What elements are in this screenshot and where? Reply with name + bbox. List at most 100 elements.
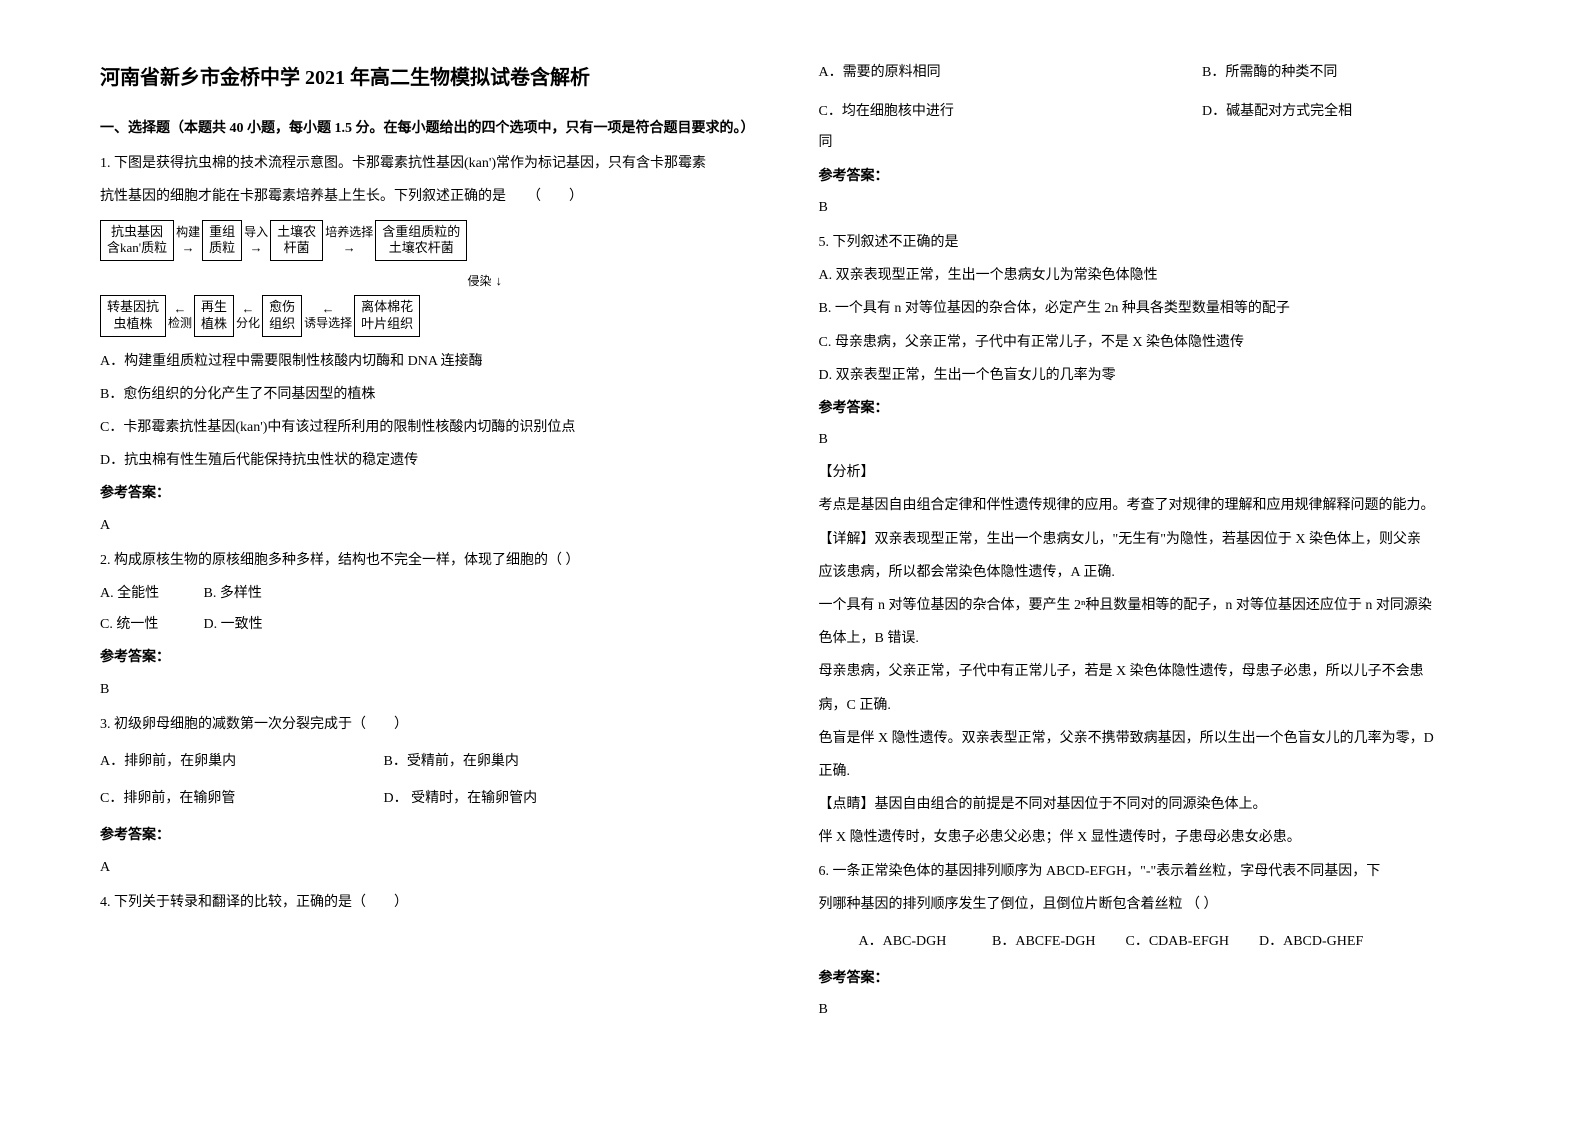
flow-text: 抗虫基因 含kan'质粒 <box>107 224 167 256</box>
flow-row-2: 转基因抗 虫植株 ←检测 再生 植株 ←分化 愈伤 组织 ←诱导选择 离体棉花 … <box>100 295 520 337</box>
q2-option-a: A. 全能性 <box>100 581 200 606</box>
arrow-label: 诱导选择 <box>304 316 352 330</box>
q2-options-row2: C. 统一性 D. 一致性 <box>100 612 769 637</box>
q4-answer: B <box>819 195 1488 220</box>
flow-box: 抗虫基因 含kan'质粒 <box>100 220 174 262</box>
arrow-label: 构建 <box>176 225 200 239</box>
q5-option-d: D. 双亲表型正常，生出一个色盲女儿的几率为零 <box>819 363 1488 388</box>
document-title: 河南省新乡市金桥中学 2021 年高二生物模拟试卷含解析 <box>100 60 769 96</box>
q3-option-c: C．排卵前，在输卵管 <box>100 786 380 811</box>
flow-text: 再生 植株 <box>201 299 227 331</box>
q6-answer: B <box>819 997 1488 1022</box>
q5-answer: B <box>819 427 1488 452</box>
q5-detail-7: 色盲是伴 X 隐性遗传。双亲表型正常，父亲不携带致病基因，所以生出一个色盲女儿的… <box>819 726 1488 751</box>
q5-point-2: 伴 X 隐性遗传时，女患子必患父必患；伴 X 显性遗传时，子患母必患女必患。 <box>819 825 1488 850</box>
q6-stem-line2: 列哪种基因的排列顺序发生了倒位，且倒位片断包含着丝粒 （ ） <box>819 892 1488 917</box>
answer-label: 参考答案： <box>100 645 769 670</box>
flow-vert-arrow: 侵染↓ <box>100 269 520 293</box>
q5-detail-5: 母亲患病，父亲正常，子代中有正常儿子，若是 X 染色体隐性遗传，母患子必患，所以… <box>819 659 1488 684</box>
arrow-label: 分化 <box>236 316 260 330</box>
q3-option-b: B．受精前，在卵巢内 <box>384 754 519 769</box>
arrow-label: 检测 <box>168 316 192 330</box>
q5-option-b: B. 一个具有 n 对等位基因的杂合体，必定产生 2n 种具各类型数量相等的配子 <box>819 296 1488 321</box>
q4-options-row1: A．需要的原料相同 B．所需酶的种类不同 <box>819 60 1488 85</box>
q3-stem: 3. 初级卵母细胞的减数第一次分裂完成于（ ） <box>100 712 769 737</box>
arrow-label: 侵染 <box>467 274 491 288</box>
q5-detail-6: 病，C 正确. <box>819 693 1488 718</box>
q1-stem-line2: 抗性基因的细胞才能在卡那霉素培养基上生长。下列叙述正确的是 （ ） <box>100 184 769 209</box>
q5-detail-8: 正确. <box>819 759 1488 784</box>
flow-box: 离体棉花 叶片组织 <box>354 295 420 337</box>
q1-option-a: A．构建重组质粒过程中需要限制性核酸内切酶和 DNA 连接酶 <box>100 349 769 374</box>
arrow-label: 培养选择 <box>325 225 373 239</box>
q6-option-d: D．ABCD-GHEF <box>1259 929 1363 954</box>
q1-stem-line1: 1. 下图是获得抗虫棉的技术流程示意图。卡那霉素抗性基因(kan')常作为标记基… <box>100 151 769 176</box>
q6-options-row: A．ABC-DGH B．ABCFE-DGH C．CDAB-EFGH D．ABCD… <box>819 929 1488 954</box>
q4-option-b: B．所需酶的种类不同 <box>1202 65 1337 80</box>
q5-option-a: A. 双亲表现型正常，生出一个患病女儿为常染色体隐性 <box>819 263 1488 288</box>
q2-stem: 2. 构成原核生物的原核细胞多种多样，结构也不完全一样，体现了细胞的（ ） <box>100 548 769 573</box>
flow-box: 愈伤 组织 <box>262 295 302 337</box>
flow-box: 再生 植株 <box>194 295 234 337</box>
q3-answer: A <box>100 855 769 880</box>
section-header: 一、选择题（本题共 40 小题，每小题 1.5 分。在每小题给出的四个选项中，只… <box>100 116 769 141</box>
q6-option-a: A．ABC-DGH <box>859 929 989 954</box>
flow-box: 含重组质粒的 土壤农杆菌 <box>375 220 467 262</box>
flow-arrow: ←诱导选择 <box>302 301 354 331</box>
q4-stem: 4. 下列关于转录和翻译的比较，正确的是（ ） <box>100 890 769 915</box>
flow-arrow: ←检测 <box>166 301 194 331</box>
arrow-label: 导入 <box>244 225 268 239</box>
q4-option-d-line2: 同 <box>819 130 1488 155</box>
q1-answer: A <box>100 513 769 538</box>
q1-option-c: C．卡那霉素抗性基因(kan')中有该过程所利用的限制性核酸内切酶的识别位点 <box>100 415 769 440</box>
flow-text: 含重组质粒的 土壤农杆菌 <box>382 224 460 256</box>
q5-point-1: 【点睛】基因自由组合的前提是不同对基因位于不同对的同源染色体上。 <box>819 792 1488 817</box>
q4-option-a: A．需要的原料相同 <box>819 60 1199 85</box>
q1-option-b: B．愈伤组织的分化产生了不同基因型的植株 <box>100 382 769 407</box>
answer-label: 参考答案： <box>819 396 1488 421</box>
answer-label: 参考答案： <box>100 823 769 848</box>
q5-detail-4: 色体上，B 错误. <box>819 626 1488 651</box>
q3-option-d: D． 受精时，在输卵管内 <box>384 791 538 806</box>
q5-detail-2: 应该患病，所以都会常染色体隐性遗传，A 正确. <box>819 560 1488 585</box>
q4-option-c: C．均在细胞核中进行 <box>819 99 1199 124</box>
q5-detail-3: 一个具有 n 对等位基因的杂合体，要产生 2ⁿ种且数量相等的配子，n 对等位基因… <box>819 593 1488 618</box>
q5-option-c: C. 母亲患病，父亲正常，子代中有正常儿子，不是 X 染色体隐性遗传 <box>819 330 1488 355</box>
q4-options-row2: C．均在细胞核中进行 D．碱基配对方式完全相 <box>819 99 1488 124</box>
flow-text: 土壤农 杆菌 <box>277 224 316 256</box>
flow-arrow: ←分化 <box>234 301 262 331</box>
right-column: A．需要的原料相同 B．所需酶的种类不同 C．均在细胞核中进行 D．碱基配对方式… <box>819 60 1488 1032</box>
flow-text: 转基因抗 虫植株 <box>107 299 159 331</box>
q5-detail-1: 【详解】双亲表现型正常，生出一个患病女儿，"无生有"为隐性，若基因位于 X 染色… <box>819 527 1488 552</box>
q1-flowchart: 抗虫基因 含kan'质粒 构建→ 重组 质粒 导入→ 土壤农 杆菌 培养选择→ … <box>100 220 520 337</box>
flow-box: 重组 质粒 <box>202 220 242 262</box>
flow-arrow: 构建→ <box>174 225 202 255</box>
flow-arrow: 培养选择→ <box>323 225 375 255</box>
q6-stem-line1: 6. 一条正常染色体的基因排列顺序为 ABCD-EFGH，"-"表示着丝粒，字母… <box>819 859 1488 884</box>
q6-option-b: B．ABCFE-DGH <box>992 929 1122 954</box>
q5-stem: 5. 下列叙述不正确的是 <box>819 230 1488 255</box>
q2-option-b: B. 多样性 <box>204 581 304 606</box>
q2-options-row1: A. 全能性 B. 多样性 <box>100 581 769 606</box>
q5-analysis-label: 【分析】 <box>819 460 1488 485</box>
q2-option-c: C. 统一性 <box>100 612 200 637</box>
q3-option-a: A．排卵前，在卵巢内 <box>100 749 380 774</box>
flow-arrow: 导入→ <box>242 225 270 255</box>
q2-option-d: D. 一致性 <box>204 612 304 637</box>
answer-label: 参考答案： <box>100 481 769 506</box>
q6-option-c: C．CDAB-EFGH <box>1126 929 1256 954</box>
q4-option-d-line1: D．碱基配对方式完全相 <box>1202 104 1352 119</box>
flow-text: 愈伤 组织 <box>269 299 295 331</box>
answer-label: 参考答案： <box>819 164 1488 189</box>
flow-row-1: 抗虫基因 含kan'质粒 构建→ 重组 质粒 导入→ 土壤农 杆菌 培养选择→ … <box>100 220 520 262</box>
left-column: 河南省新乡市金桥中学 2021 年高二生物模拟试卷含解析 一、选择题（本题共 4… <box>100 60 769 1032</box>
q1-option-d: D．抗虫棉有性生殖后代能保持抗虫性状的稳定遗传 <box>100 448 769 473</box>
q3-options-row2: C．排卵前，在输卵管 D． 受精时，在输卵管内 <box>100 786 769 811</box>
q2-answer: B <box>100 677 769 702</box>
flow-box: 土壤农 杆菌 <box>270 220 323 262</box>
answer-label: 参考答案： <box>819 966 1488 991</box>
flow-box: 转基因抗 虫植株 <box>100 295 166 337</box>
q5-analysis: 考点是基因自由组合定律和伴性遗传规律的应用。考查了对规律的理解和应用规律解释问题… <box>819 493 1488 518</box>
flow-text: 离体棉花 叶片组织 <box>361 299 413 331</box>
flow-text: 重组 质粒 <box>209 224 235 256</box>
